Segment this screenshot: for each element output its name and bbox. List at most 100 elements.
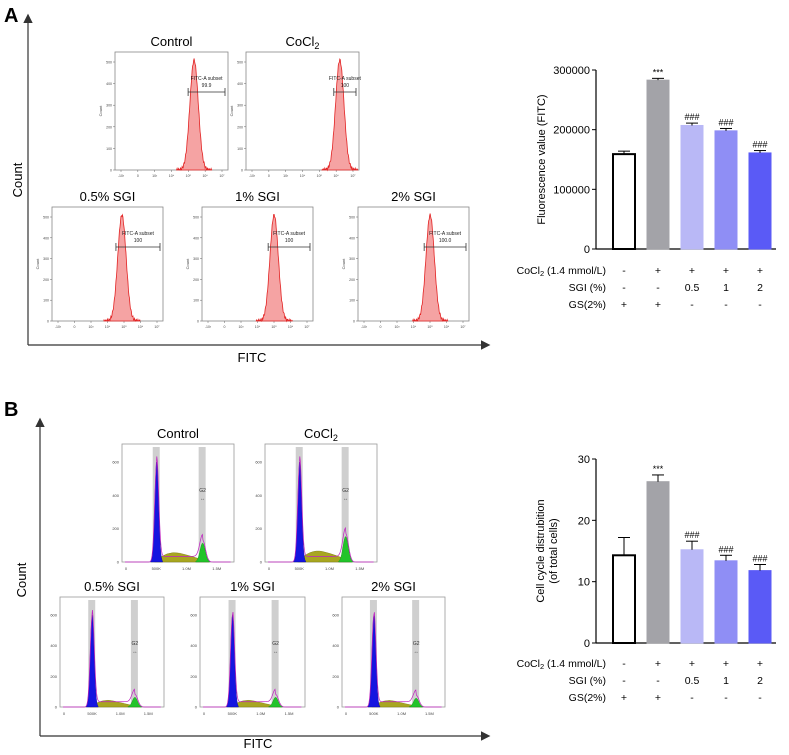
fitc-x-tick-label: 10⁵ <box>186 174 192 178</box>
condition-value: - <box>656 282 660 294</box>
bar-1 <box>646 79 670 250</box>
condition-row-label: CoCl2 (1.4 mmol/L) <box>517 658 606 671</box>
fitc-y-tick-label: 100 <box>43 299 49 303</box>
cell-cycle-histogram-title: Control <box>157 426 199 441</box>
fitc-x-tick-label: -10³ <box>205 325 212 329</box>
fitc-x-tick-label: 10⁶ <box>288 325 294 329</box>
fitc-y-tick-label: 200 <box>237 125 243 129</box>
panel-b-label: B <box>4 399 18 421</box>
condition-value: 1 <box>723 675 729 687</box>
cell-cycle-x-tick-label: 0 <box>203 711 206 716</box>
fitc-peak <box>255 213 293 323</box>
significance-label-4: ### <box>752 553 767 563</box>
g2-label: G2 <box>272 641 279 647</box>
fitc-x-tick-label: 10⁷ <box>219 174 225 178</box>
cell-cycle-y-tick-label: 400 <box>112 493 119 498</box>
cell-cycle-x-tick-label: 0 <box>268 566 271 571</box>
condition-value: - <box>690 692 694 704</box>
significance-label-2: ### <box>684 112 699 122</box>
cell-cycle-frame <box>59 596 165 708</box>
fitc-x-tick-label: 10⁴ <box>411 325 417 329</box>
cell-cycle-y-tick-label: 600 <box>255 460 262 465</box>
condition-value: + <box>655 658 661 670</box>
fitc-y-tick-label: 400 <box>193 236 199 240</box>
fit-curve <box>125 456 231 563</box>
cell-cycle-x-tick-label: 1.5M <box>144 711 153 716</box>
condition-value: + <box>757 265 763 277</box>
panel-a-fitc-label: FITC <box>238 350 267 365</box>
g2-gate-marker: ↔ <box>273 649 278 655</box>
fitc-y-tick-label: 300 <box>237 104 243 108</box>
y-axis-label-line2: (of total cells) <box>548 518 560 583</box>
condition-value: - <box>622 658 626 670</box>
condition-value: + <box>689 265 695 277</box>
fitc-x-tick-label: 0 <box>224 325 226 329</box>
y-tick-label: 20 <box>578 515 590 527</box>
fitc-gate-value: 100.0 <box>439 238 452 244</box>
fitc-x-tick-label: -10³ <box>55 325 62 329</box>
bar-0 <box>612 153 636 251</box>
g2-peak <box>127 697 143 708</box>
fitc-y-tick-label: 500 <box>193 216 199 220</box>
cell-cycle-y-tick-label: 0 <box>55 705 58 710</box>
fitc-x-tick-label: 10⁵ <box>271 325 277 329</box>
fitc-y-tick-label: 200 <box>349 278 355 282</box>
fitc-histogram-title: 2% SGI <box>391 189 436 204</box>
fitc-histogram-title: 1% SGI <box>235 189 280 204</box>
fitc-x-tick-label: 10⁴ <box>105 325 111 329</box>
fitc-x-tick-label: -10³ <box>361 325 368 329</box>
cell-cycle-histograms-b: Control 0 200 400 600 0 500K 1.0M 1.5M G2 ↔ CoCl2 0 2… <box>50 426 446 716</box>
cell-cycle-y-tick-label: 400 <box>255 493 262 498</box>
significance-label-1: *** <box>653 67 664 77</box>
fitc-x-tick-label: 10⁶ <box>444 325 450 329</box>
fitc-gate-label: FITC-A subset <box>273 231 306 237</box>
g2-label: G2 <box>413 641 420 647</box>
cell-cycle-x-tick-label: 1.5M <box>355 566 364 571</box>
condition-value: + <box>723 265 729 277</box>
condition-row-label: GS(2%) <box>569 299 606 311</box>
g2-gate-band <box>412 600 420 707</box>
cell-cycle-x-tick-label: 1.0M <box>325 566 334 571</box>
fitc-histogram-frame <box>51 206 164 322</box>
panel-b-axes: Count FITC <box>14 417 491 751</box>
cell-cycle-y-tick-label: 0 <box>337 705 340 710</box>
cell-cycle-y-tick-label: 0 <box>260 560 263 565</box>
fitc-y-tick-label: 500 <box>43 216 49 220</box>
fitc-x-tick-label: 10⁵ <box>317 174 323 178</box>
condition-value: 1 <box>723 282 729 294</box>
fitc-x-tick-label: 10³ <box>152 174 158 178</box>
cell-cycle-histogram-title: 0.5% SGI <box>84 579 140 594</box>
fitc-x-tick-label: 10⁷ <box>304 325 310 329</box>
fitc-histogram-3: 1% SGI 0 100 200 300 400 500 Count -10³ 0 10³ 10⁴ 10… <box>185 189 314 329</box>
y-tick-label: 300000 <box>553 65 590 77</box>
fitc-y-tick-label: 400 <box>106 82 112 86</box>
fitc-peak <box>412 213 449 322</box>
fitc-x-tick-label: 10⁵ <box>121 325 127 329</box>
cell-cycle-y-tick-label: 200 <box>112 526 119 531</box>
g2-gate-marker: ↔ <box>343 496 348 502</box>
fitc-x-tick-label: 0 <box>380 325 382 329</box>
fitc-x-tick-label: 10³ <box>394 325 400 329</box>
cell-cycle-frame <box>341 596 446 708</box>
cell-cycle-x-tick-label: 1.5M <box>425 711 434 716</box>
fitc-histogram-2: 0.5% SGI 0 100 200 300 400 500 Count -10³ 0 10³ 10⁴… <box>35 189 164 329</box>
fitc-x-tick-label: 10⁷ <box>154 325 160 329</box>
condition-value: 0.5 <box>685 675 700 687</box>
y-tick-label: 0 <box>584 244 590 256</box>
fitc-gate-value: 99.9 <box>202 83 212 89</box>
significance-label-4: ### <box>752 140 767 150</box>
g2-label: G2 <box>132 641 139 647</box>
cell-cycle-histogram-title: CoCl2 <box>304 426 338 443</box>
fitc-y-tick-label: 100 <box>106 147 112 151</box>
fitc-y-tick-label: 100 <box>349 299 355 303</box>
fitc-x-tick-label: 10⁶ <box>202 174 208 178</box>
condition-value: + <box>689 658 695 670</box>
g2-gate-band <box>198 447 206 562</box>
fitc-peak <box>176 58 213 171</box>
fitc-y-axis-label: Count <box>98 105 103 117</box>
cell-cycle-x-tick-label: 500K <box>228 711 238 716</box>
condition-value: + <box>655 265 661 277</box>
cell-cycle-y-tick-label: 200 <box>190 674 197 679</box>
